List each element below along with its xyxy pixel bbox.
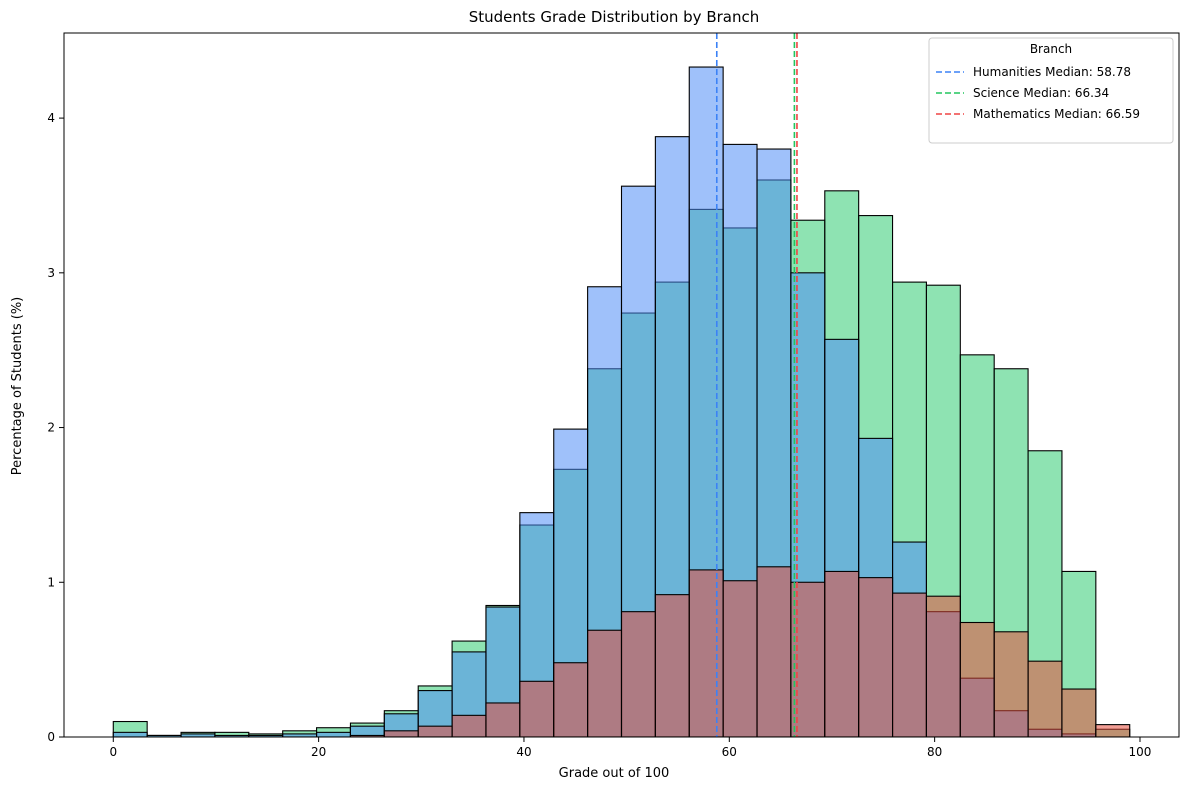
mathematics-bar (756, 566, 792, 737)
axes-frame (63, 32, 1180, 738)
y-tick-label: 1 (47, 575, 55, 589)
axes: 0 20 40 60 80 100 0 1 2 3 4 (47, 32, 1180, 759)
plot-area (112, 33, 1131, 737)
legend-box (928, 37, 1174, 144)
legend-title: Branch (1030, 42, 1072, 56)
x-tick-label: 100 (1129, 745, 1152, 759)
y-axis-label: Percentage of Students (%) (10, 297, 25, 476)
humanities-bar (316, 731, 352, 737)
mathematics-bar (1061, 688, 1097, 737)
mathematics-bar (519, 680, 555, 737)
mathematics-bar (654, 594, 690, 737)
mathematics-bar (1095, 724, 1131, 737)
humanities-bar (112, 731, 148, 737)
mathematics-bar (688, 569, 724, 737)
mathematics-bar (891, 592, 927, 737)
mathematics-bar (858, 577, 894, 737)
y-tick-label: 2 (47, 421, 55, 435)
mathematics-bar (553, 662, 589, 737)
x-axis-label: Grade out of 100 (559, 766, 670, 781)
mathematics-bar (620, 611, 656, 737)
x-tick-label: 20 (311, 745, 326, 759)
mathematics-bar (925, 595, 961, 737)
mathematics-bar (722, 580, 758, 737)
mathematics-bar (1027, 660, 1063, 737)
legend-entry-label: Humanities Median: 58.78 (973, 65, 1131, 79)
chart-title: Students Grade Distribution by Branch (469, 8, 760, 26)
y-tick-label: 4 (47, 111, 55, 125)
mathematics-bar (383, 730, 419, 737)
x-tick-label: 40 (516, 745, 531, 759)
legend-entry-label: Science Median: 66.34 (973, 86, 1109, 100)
mathematics-bar (993, 631, 1029, 737)
mathematics-bar (587, 629, 623, 737)
x-tick-label: 80 (927, 745, 942, 759)
legend: Branch Humanities Median: 58.78 Science Me… (928, 37, 1174, 144)
mathematics-bar (417, 725, 453, 737)
mathematics-bar (790, 581, 826, 737)
mathematics-bar (824, 570, 860, 737)
y-tick-label: 3 (47, 266, 55, 280)
x-tick-label: 0 (109, 745, 117, 759)
y-tick-label: 0 (47, 730, 55, 744)
mathematics-bar (959, 621, 995, 737)
mathematics-bar (451, 714, 487, 737)
legend-entry-label: Mathematics Median: 66.59 (973, 107, 1140, 121)
x-tick-label: 60 (722, 745, 737, 759)
bars-group (112, 33, 1131, 737)
mathematics-bar (485, 702, 521, 737)
